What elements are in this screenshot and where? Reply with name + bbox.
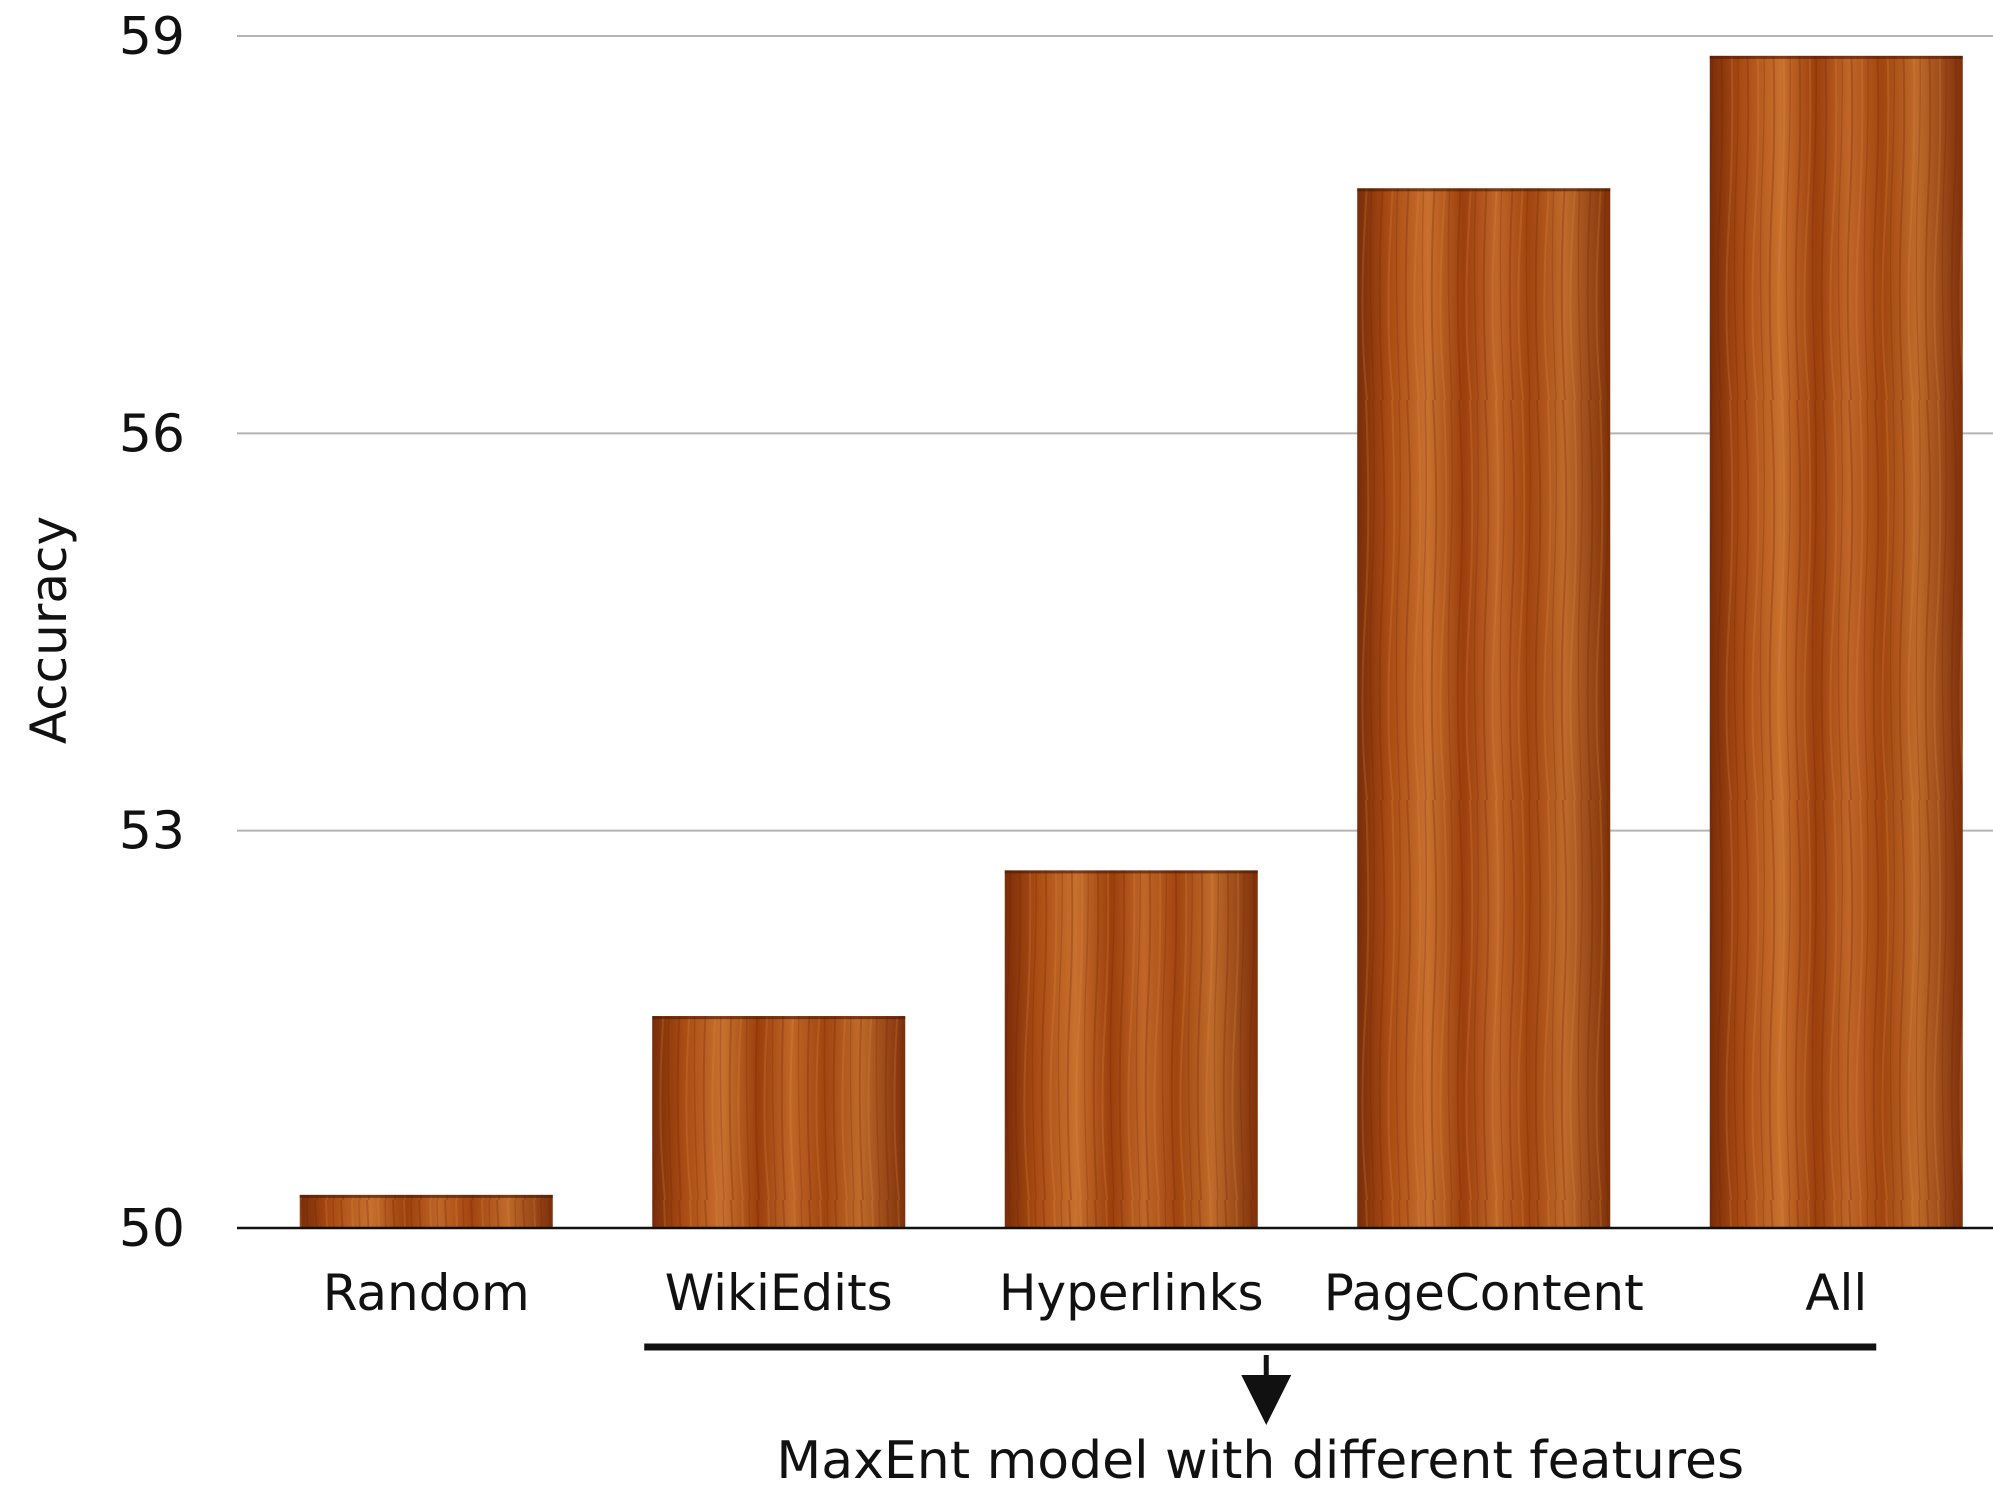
- labels: 50 53 56 59 Random WikiEdits Hyperlinks PageCon…: [20, 7, 1867, 1488]
- bar-top-edge-hyperlinks: [1004, 870, 1258, 874]
- y-tick-label-59: 59: [119, 7, 185, 67]
- annotation-text: MaxEnt model with different features: [776, 1431, 1744, 1488]
- y-tick-label-56: 56: [119, 404, 185, 464]
- bars: [299, 55, 1963, 1228]
- bar-grain-hyperlinks: [1004, 870, 1258, 1228]
- bar-top-edge-wikiedits: [652, 1016, 906, 1020]
- x-tick-label-pagecontent: PageContent: [1324, 1264, 1644, 1322]
- bar-top-edge-all: [1709, 55, 1963, 59]
- y-axis-label: Accuracy: [20, 516, 78, 744]
- bar-wikiedits: [652, 1016, 906, 1228]
- bar-grain-all: [1709, 55, 1963, 1228]
- bar-random: [299, 1194, 553, 1228]
- y-tick-label-53: 53: [119, 802, 185, 862]
- bar-top-edge-pagecontent: [1357, 188, 1611, 192]
- axes: [237, 1226, 1993, 1425]
- bar-all: [1709, 55, 1963, 1228]
- bar-pagecontent: [1357, 188, 1611, 1228]
- gridlines: [237, 35, 1993, 832]
- bar-grain-random: [299, 1194, 553, 1228]
- x-tick-label-wikiedits: WikiEdits: [665, 1264, 893, 1322]
- bar-grain-pagecontent: [1357, 188, 1611, 1228]
- y-tick-label-50: 50: [119, 1199, 185, 1259]
- bar-top-edge-random: [299, 1194, 553, 1198]
- x-tick-label-random: Random: [323, 1264, 530, 1322]
- bar-grain-wikiedits: [652, 1016, 906, 1228]
- x-tick-label-all: All: [1805, 1264, 1867, 1322]
- bar-hyperlinks: [1004, 870, 1258, 1228]
- x-tick-label-hyperlinks: Hyperlinks: [999, 1264, 1264, 1322]
